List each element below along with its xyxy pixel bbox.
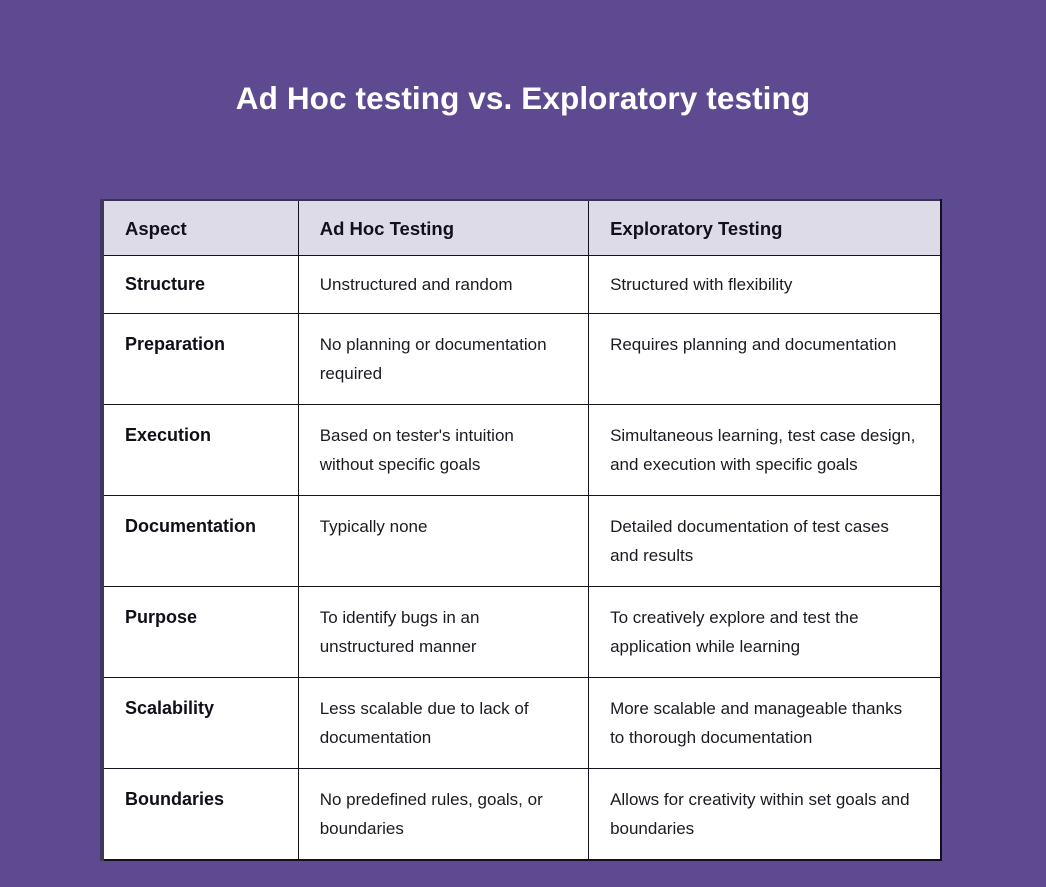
- column-header-aspect: Aspect: [102, 200, 299, 256]
- cell-aspect: Preparation: [102, 313, 299, 405]
- cell-aspect: Documentation: [102, 495, 299, 587]
- exploratory-value: Structured with flexibility: [610, 275, 793, 294]
- column-header-ad-hoc-testing-label: Ad Hoc Testing: [319, 218, 455, 239]
- column-header-aspect-label: Aspect: [125, 218, 187, 239]
- ad-hoc-value: To identify bugs in an unstructured mann…: [319, 608, 480, 656]
- cell-ad-hoc: Based on tester's intuition without spec…: [298, 404, 590, 496]
- exploratory-value: To creatively explore and test the appli…: [610, 608, 859, 656]
- cell-exploratory: Allows for creativity within set goals a…: [589, 769, 941, 861]
- table-row: Boundaries No predefined rules, goals, o…: [102, 768, 941, 861]
- table-row: Purpose To identify bugs in an unstructu…: [102, 586, 941, 678]
- cell-ad-hoc: No predefined rules, goals, or boundarie…: [298, 768, 590, 860]
- aspect-label: Scalability: [125, 698, 215, 718]
- exploratory-value: Requires planning and documentation: [610, 335, 897, 354]
- ad-hoc-value: Unstructured and random: [319, 275, 513, 294]
- cell-aspect: Purpose: [102, 586, 299, 678]
- aspect-label: Structure: [125, 274, 206, 294]
- aspect-label: Execution: [125, 425, 212, 445]
- cell-ad-hoc: Unstructured and random: [298, 255, 590, 314]
- cell-ad-hoc: Less scalable due to lack of documentati…: [298, 677, 590, 769]
- ad-hoc-value: No planning or documentation required: [319, 335, 547, 383]
- cell-exploratory: Detailed documentation of test cases and…: [588, 495, 941, 587]
- aspect-label: Purpose: [125, 607, 198, 627]
- exploratory-value: More scalable and manageable thanks to t…: [610, 699, 903, 747]
- table-row: Execution Based on tester's intuition wi…: [102, 404, 941, 496]
- exploratory-value: Detailed documentation of test cases and…: [610, 517, 889, 565]
- ad-hoc-value: Less scalable due to lack of documentati…: [319, 699, 529, 747]
- table-body: Structure Unstructured and random Struct…: [102, 255, 941, 861]
- comparison-table-container: Aspect Ad Hoc Testing Exploratory Testin…: [100, 199, 942, 861]
- cell-ad-hoc: Typically none: [298, 495, 590, 587]
- aspect-label: Preparation: [125, 334, 226, 354]
- ad-hoc-value: Based on tester's intuition without spec…: [319, 426, 514, 474]
- comparison-table: Aspect Ad Hoc Testing Exploratory Testin…: [100, 199, 942, 861]
- cell-exploratory: Structured with flexibility: [588, 255, 941, 314]
- cell-aspect: Boundaries: [102, 768, 299, 860]
- cell-exploratory: More scalable and manageable thanks to t…: [588, 677, 941, 769]
- page-title: Ad Hoc testing vs. Exploratory testing: [235, 80, 811, 116]
- cell-exploratory: Requires planning and documentation: [588, 313, 941, 405]
- table-header-row: Aspect Ad Hoc Testing Exploratory Testin…: [102, 200, 941, 256]
- column-header-ad-hoc-testing: Ad Hoc Testing: [298, 200, 590, 256]
- column-header-exploratory-testing: Exploratory Testing: [588, 200, 941, 256]
- exploratory-value: Allows for creativity within set goals a…: [610, 790, 910, 838]
- aspect-label: Documentation: [125, 516, 257, 536]
- cell-exploratory: Simultaneous learning, test case design,…: [588, 404, 941, 496]
- cell-aspect: Execution: [102, 404, 299, 496]
- column-header-exploratory-testing-label: Exploratory Testing: [610, 218, 783, 239]
- table-row: Structure Unstructured and random Struct…: [102, 255, 941, 314]
- table-row: Preparation No planning or documentation…: [102, 313, 941, 405]
- ad-hoc-value: Typically none: [319, 517, 428, 536]
- table-row: Documentation Typically none Detailed do…: [102, 495, 941, 587]
- cell-aspect: Structure: [102, 255, 299, 314]
- cell-exploratory: To creatively explore and test the appli…: [588, 586, 941, 678]
- table-header: Aspect Ad Hoc Testing Exploratory Testin…: [102, 200, 941, 256]
- exploratory-value: Simultaneous learning, test case design,…: [610, 426, 916, 474]
- cell-aspect: Scalability: [102, 677, 299, 769]
- table-row: Scalability Less scalable due to lack of…: [102, 677, 941, 769]
- cell-ad-hoc: No planning or documentation required: [298, 313, 590, 405]
- ad-hoc-value: No predefined rules, goals, or boundarie…: [319, 790, 543, 838]
- aspect-label: Boundaries: [125, 789, 225, 809]
- cell-ad-hoc: To identify bugs in an unstructured mann…: [298, 586, 590, 678]
